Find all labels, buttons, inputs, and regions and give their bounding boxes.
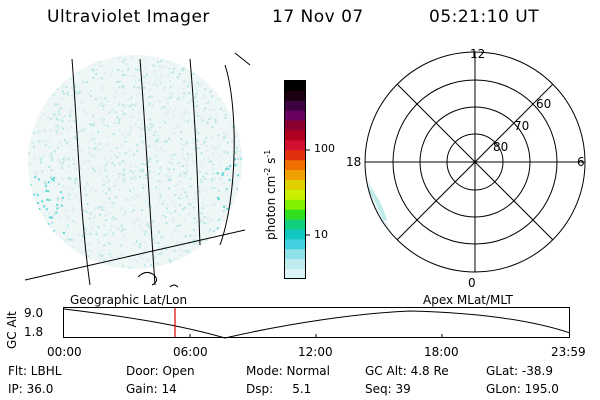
polar-plot-label: Apex MLat/MLT xyxy=(423,293,513,307)
altitude-plot xyxy=(63,307,571,339)
unit-mid: s xyxy=(264,157,278,164)
info-glon: GLon: 195.0 xyxy=(486,382,559,396)
alt-tick-1800: 18:00 xyxy=(424,345,459,359)
alt-axis-label: GC Alt xyxy=(5,311,19,349)
mlat-label-70: 70 xyxy=(514,119,530,133)
mlat-label-80: 80 xyxy=(493,140,509,154)
alt-tick-0600: 06:00 xyxy=(173,345,208,359)
date-title: 17 Nov 07 xyxy=(272,7,364,27)
unit-text: photon cm xyxy=(264,175,278,240)
geo-map-label: Geographic Lat/Lon xyxy=(70,293,188,307)
alt-tick-1200: 12:00 xyxy=(298,345,333,359)
info-gc-alt: GC Alt: 4.8 Re xyxy=(365,364,449,378)
mlt-label-18: 18 xyxy=(346,155,362,169)
info-ip: IP: 36.0 xyxy=(8,382,54,396)
colorbar-unit-label: photon cm-2 s-1 xyxy=(263,120,278,240)
colorbar xyxy=(284,80,310,280)
time-title: 05:21:10 UT xyxy=(429,7,540,27)
instrument-title: Ultraviolet Imager xyxy=(47,7,210,27)
mlt-label-0: 0 xyxy=(468,276,476,290)
colorbar-tick-10: 10 xyxy=(314,228,328,241)
info-flt: Flt: LBHL xyxy=(8,364,62,378)
alt-tick-2359: 23:59 xyxy=(551,345,586,359)
info-mode: Mode: Normal xyxy=(246,364,330,378)
alt-y-max: 9.0 xyxy=(24,306,44,320)
mlt-label-12: 12 xyxy=(470,47,486,61)
mlt-label-6: 6 xyxy=(577,155,585,169)
geo-image xyxy=(24,52,251,288)
alt-tick-0000: 00:00 xyxy=(47,345,82,359)
info-glat: GLat: -38.9 xyxy=(486,364,553,378)
info-gain: Gain: 14 xyxy=(126,382,177,396)
unit-exp-2: -1 xyxy=(263,149,272,158)
polar-plot xyxy=(364,51,586,273)
info-dsp: Dsp: 5.1 xyxy=(246,382,312,396)
alt-y-min: 1.8 xyxy=(24,325,44,339)
info-door: Door: Open xyxy=(126,364,195,378)
info-seq: Seq: 39 xyxy=(365,382,411,396)
mlat-label-60: 60 xyxy=(536,97,552,111)
unit-exp-1: -2 xyxy=(263,167,272,176)
colorbar-tick-100: 100 xyxy=(314,142,335,155)
